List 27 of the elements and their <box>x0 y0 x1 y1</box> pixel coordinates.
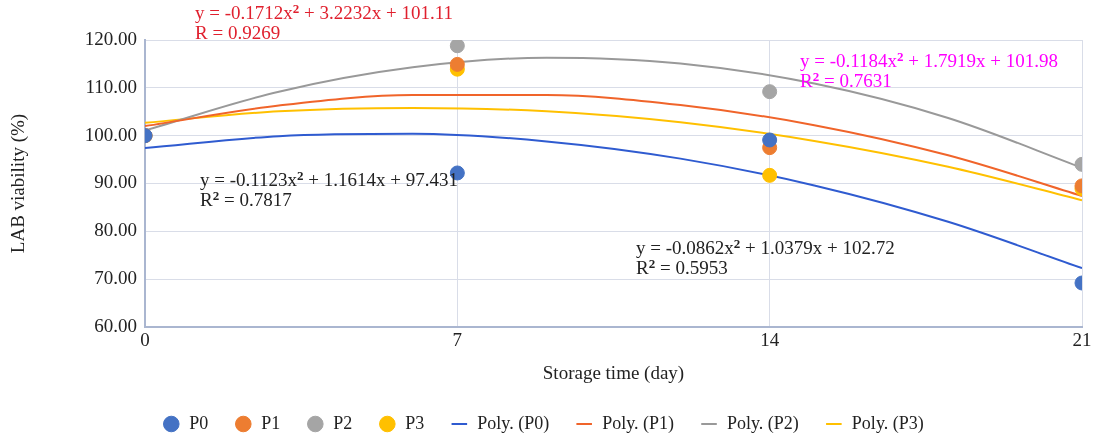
x-tick-label: 21 <box>1072 329 1092 351</box>
legend-label: Poly. (P3) <box>851 412 924 434</box>
text: y = -0.1184x$^{2}$ + 1.7919x + 101.98 R$^{2}$ = 0.7631 <box>800 49 1059 91</box>
legend-label: Poly. (P1) <box>602 412 675 434</box>
legend-label: P2 <box>333 412 353 433</box>
point <box>449 56 465 72</box>
y-tick-label: 80.00 <box>94 219 137 241</box>
text: y = -0.0862x$^{2}$ + 1.0379x + 102.72 R$^{2}$ = 0.5953 <box>636 236 895 278</box>
text: y = -0.1712x$^{2}$ + 3.2232x + 101.11 R = 0.9269 <box>195 1 454 43</box>
x-axis-title: Storage time (day) <box>542 361 685 384</box>
text: y = -0.1123x$^{2}$ + 1.1614x + 97.431 R$^{2}$ = 0.7817 <box>200 168 459 210</box>
y-tick-label: 70.00 <box>94 267 137 289</box>
point <box>449 40 465 54</box>
y-tick-label: 90.00 <box>94 171 137 193</box>
legend-label: Poly. (P0) <box>477 412 550 434</box>
legend-label: P1 <box>261 412 281 433</box>
y-tick-label: 110.00 <box>85 75 137 97</box>
legend-label: Poly. (P2) <box>727 412 799 434</box>
y-tick-label: 120.00 <box>84 27 137 49</box>
legend-label: P3 <box>405 412 425 433</box>
legend-label: P0 <box>189 412 209 433</box>
x-tick-label: 7 <box>452 329 463 351</box>
x-tick-label: 14 <box>760 329 780 351</box>
y-axis-title: LAB viability (%) <box>7 113 30 254</box>
y-tick-label: 60.00 <box>94 314 137 336</box>
y-tick-label: 100.00 <box>84 123 137 145</box>
x-tick-label: 0 <box>140 329 150 351</box>
